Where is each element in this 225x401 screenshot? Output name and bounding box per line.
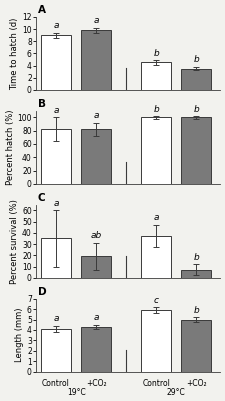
Text: a: a bbox=[53, 314, 58, 323]
Bar bbox=[81, 30, 111, 90]
Text: a: a bbox=[53, 199, 58, 208]
Text: a: a bbox=[93, 111, 99, 120]
Text: b: b bbox=[193, 105, 198, 113]
Text: b: b bbox=[193, 55, 198, 64]
Text: b: b bbox=[193, 306, 198, 315]
Text: +CO₂: +CO₂ bbox=[86, 379, 106, 388]
Text: a: a bbox=[153, 213, 158, 223]
Y-axis label: Length (mm): Length (mm) bbox=[15, 308, 24, 363]
Text: C: C bbox=[38, 193, 45, 203]
Bar bbox=[41, 329, 71, 372]
Bar bbox=[180, 69, 210, 90]
Bar bbox=[41, 130, 71, 184]
Bar bbox=[141, 236, 171, 278]
Text: a: a bbox=[53, 21, 58, 30]
Text: a: a bbox=[93, 16, 99, 25]
Text: Control: Control bbox=[142, 379, 169, 388]
Text: b: b bbox=[193, 253, 198, 262]
Text: b: b bbox=[153, 49, 158, 58]
Text: ab: ab bbox=[90, 231, 101, 240]
Bar bbox=[81, 256, 111, 278]
Text: c: c bbox=[153, 296, 158, 304]
Bar bbox=[81, 327, 111, 372]
Bar bbox=[81, 130, 111, 184]
Text: 29°C: 29°C bbox=[166, 388, 185, 397]
Text: +CO₂: +CO₂ bbox=[185, 379, 206, 388]
Bar bbox=[141, 310, 171, 372]
Text: D: D bbox=[38, 287, 46, 297]
Text: a: a bbox=[53, 106, 58, 115]
Text: 19°C: 19°C bbox=[66, 388, 85, 397]
Bar bbox=[180, 117, 210, 184]
Y-axis label: Time to hatch (d): Time to hatch (d) bbox=[10, 17, 19, 89]
Y-axis label: Percent hatch (%): Percent hatch (%) bbox=[6, 109, 14, 185]
Bar bbox=[141, 63, 171, 90]
Text: A: A bbox=[38, 6, 46, 16]
Bar bbox=[41, 35, 71, 90]
Text: a: a bbox=[93, 313, 99, 322]
Text: b: b bbox=[153, 105, 158, 113]
Text: Control: Control bbox=[42, 379, 70, 388]
Text: B: B bbox=[38, 99, 46, 109]
Bar bbox=[180, 320, 210, 372]
Bar bbox=[141, 117, 171, 184]
Bar bbox=[41, 239, 71, 278]
Y-axis label: Percent survival (%): Percent survival (%) bbox=[10, 199, 19, 284]
Bar bbox=[180, 270, 210, 278]
